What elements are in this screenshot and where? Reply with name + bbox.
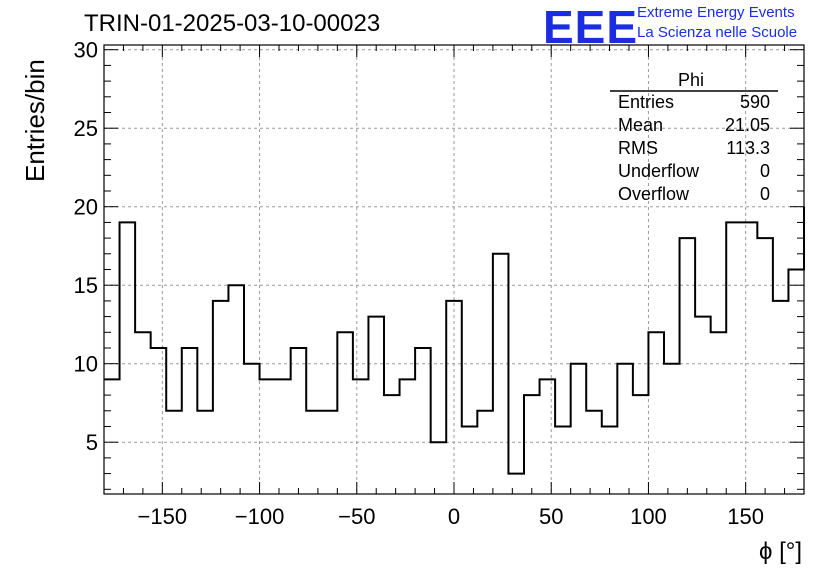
y-tick-label: 10 <box>74 352 98 377</box>
stats-label: Entries <box>618 92 675 112</box>
stats-label: Underflow <box>618 161 700 181</box>
x-tick-label: −50 <box>338 504 375 529</box>
chart-title: TRIN-01-2025-03-10-00023 <box>84 10 381 37</box>
stats-label: RMS <box>618 138 658 158</box>
x-axis-label: ϕ [°] <box>758 538 802 565</box>
x-tick-label: 0 <box>448 504 460 529</box>
y-tick-label: 5 <box>86 430 98 455</box>
stats-value: 113.3 <box>726 138 770 158</box>
y-tick-label: 20 <box>74 195 98 220</box>
logo-line-1: Extreme Energy Events <box>637 4 795 21</box>
stats-value: 21.05 <box>724 115 770 135</box>
x-tick-label: 100 <box>630 504 667 529</box>
x-tick-label: 150 <box>727 504 764 529</box>
stats-value: 590 <box>739 92 770 112</box>
y-tick-label: 15 <box>74 273 98 298</box>
plot-frame <box>103 44 805 495</box>
stats-box-title: Phi <box>678 70 705 90</box>
eee-logo: EEE <box>543 1 639 53</box>
x-tick-label: −150 <box>138 504 188 529</box>
stats-value: 0 <box>759 161 770 181</box>
y-tick-label: 25 <box>74 116 98 141</box>
stats-value: 0 <box>759 184 770 204</box>
x-tick-label: 50 <box>539 504 563 529</box>
histogram-series <box>104 206 805 475</box>
y-tick-label: 30 <box>74 38 98 63</box>
y-axis-label: Entries/bin <box>20 59 50 182</box>
stats-label: Overflow <box>618 184 690 204</box>
x-tick-label: −100 <box>235 504 285 529</box>
logo-line-2: La Scienza nelle Scuole <box>637 24 798 41</box>
stats-label: Mean <box>618 115 664 135</box>
